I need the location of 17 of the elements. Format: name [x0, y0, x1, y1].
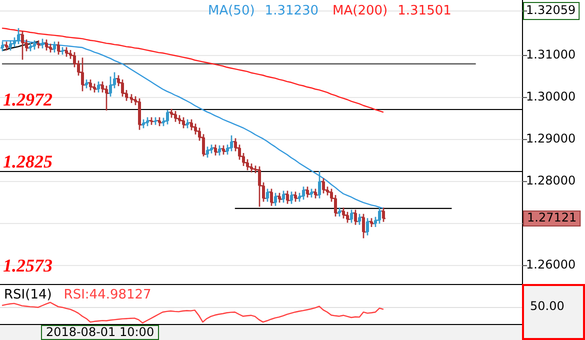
text: 1.27121: [527, 210, 577, 225]
annotation: 1.31230: [264, 3, 319, 18]
text: MA(50): [208, 3, 255, 18]
ref-line-label: 1.2825: [3, 152, 52, 172]
annotation: 1.31501: [398, 3, 452, 18]
y-tick-label: 1.29000: [526, 132, 576, 146]
chart-title: RSI(14): [4, 287, 52, 302]
annotation: 1.2573: [3, 256, 52, 276]
y-tick-label: 1.31000: [526, 48, 576, 62]
text: RSI:44.98127: [64, 287, 152, 302]
text: MA(200): [332, 3, 388, 18]
y-tick-label: 1.28000: [526, 174, 576, 188]
y-tick-label: 1.32059: [526, 3, 576, 18]
y-tick-label: 1.30000: [526, 90, 576, 104]
text: 50.00: [530, 299, 564, 314]
y-tick-label: 1.26000: [526, 258, 576, 272]
ref-line-label: 1.2972: [3, 90, 52, 110]
